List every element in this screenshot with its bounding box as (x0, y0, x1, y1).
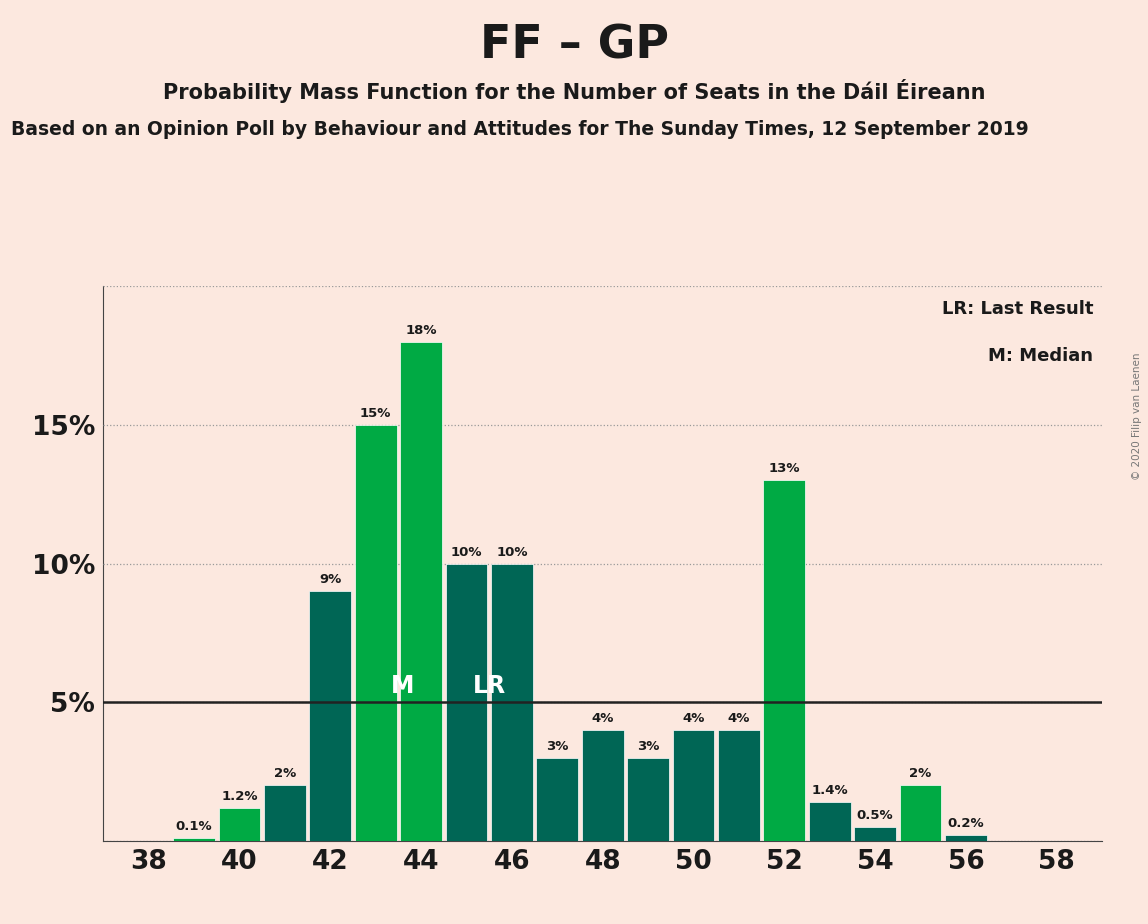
Text: 1.4%: 1.4% (812, 784, 848, 797)
Text: 15%: 15% (360, 407, 391, 420)
Text: FF – GP: FF – GP (480, 23, 668, 68)
Bar (218, 808, 261, 841)
Bar (854, 827, 895, 841)
Bar (445, 564, 488, 841)
Text: 18%: 18% (405, 324, 437, 337)
Text: 13%: 13% (768, 463, 800, 476)
Bar (945, 835, 987, 841)
Bar (355, 425, 396, 841)
Bar (491, 564, 533, 841)
Text: 4%: 4% (591, 712, 614, 725)
Bar (310, 591, 351, 841)
Text: Based on an Opinion Poll by Behaviour and Attitudes for The Sunday Times, 12 Sep: Based on an Opinion Poll by Behaviour an… (11, 120, 1030, 140)
Text: 2%: 2% (909, 768, 932, 781)
Text: 0.1%: 0.1% (176, 821, 212, 833)
Text: 0.2%: 0.2% (947, 818, 984, 831)
Text: 9%: 9% (319, 574, 341, 587)
Bar (627, 758, 669, 841)
Text: 0.5%: 0.5% (856, 809, 893, 822)
Text: Probability Mass Function for the Number of Seats in the Dáil Éireann: Probability Mass Function for the Number… (163, 79, 985, 103)
Text: LR: LR (473, 675, 506, 699)
Text: 2%: 2% (273, 768, 296, 781)
Bar (718, 730, 760, 841)
Text: 10%: 10% (496, 546, 528, 559)
Text: © 2020 Filip van Laenen: © 2020 Filip van Laenen (1132, 352, 1142, 480)
Bar (401, 342, 442, 841)
Bar (809, 802, 851, 841)
Text: 10%: 10% (451, 546, 482, 559)
Text: M: M (391, 675, 414, 699)
Bar (264, 785, 305, 841)
Bar (536, 758, 579, 841)
Text: M: Median: M: Median (988, 347, 1093, 365)
Text: LR: Last Result: LR: Last Result (941, 300, 1093, 318)
Text: 4%: 4% (682, 712, 705, 725)
Bar (173, 838, 215, 841)
Bar (582, 730, 623, 841)
Bar (763, 480, 805, 841)
Text: 3%: 3% (637, 740, 659, 753)
Text: 4%: 4% (728, 712, 750, 725)
Text: 1.2%: 1.2% (222, 790, 258, 803)
Bar (900, 785, 941, 841)
Bar (673, 730, 714, 841)
Text: 3%: 3% (546, 740, 568, 753)
